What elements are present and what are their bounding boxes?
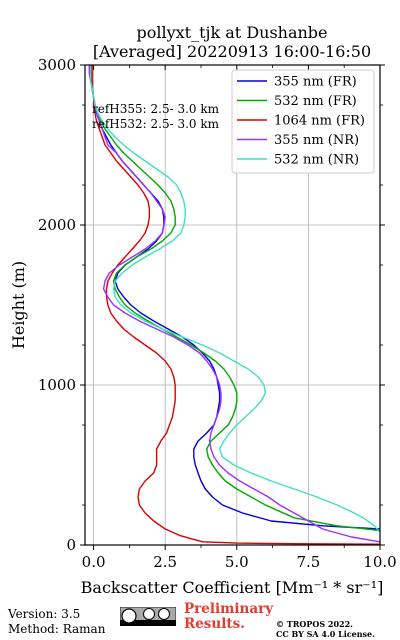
- preliminary-line1: Preliminary: [184, 601, 274, 617]
- x-tick-label: 7.5: [296, 553, 320, 571]
- by-icon: [143, 608, 155, 620]
- preliminary-line2: Results.: [184, 616, 245, 632]
- legend-label-2: 1064 nm (FR): [274, 114, 365, 129]
- y-tick-label: 2000: [38, 216, 76, 234]
- cc-license-badge: [120, 607, 176, 626]
- y-tick-label: 0: [66, 536, 76, 554]
- sa-icon: [158, 608, 170, 620]
- legend-box: [231, 69, 375, 174]
- series-line-3: [88, 65, 381, 543]
- series-line-1: [90, 65, 381, 532]
- legend-label-3: 355 nm (NR): [274, 133, 359, 148]
- chart-title-line2: [Averaged] 20220913 16:00-16:50: [93, 42, 371, 61]
- x-tick-label: 5.0: [225, 553, 249, 571]
- x-tick-label: 10.0: [363, 553, 396, 571]
- preliminary-results-label: Preliminary Results.: [184, 602, 273, 632]
- plot-frame: [84, 64, 381, 546]
- version-text: Version: 3.5: [8, 607, 81, 621]
- x-tick-label: 2.5: [153, 553, 177, 571]
- series-line-0: [90, 65, 381, 530]
- legend-label-0: 355 nm (FR): [274, 75, 357, 90]
- copyright-line1: © TROPOS 2022.: [276, 619, 353, 629]
- axis-ticks: 0.0 2.5 5.0 7.5 10.0 0 1000 2000 3000: [38, 56, 397, 571]
- chart-legend: 355 nm (FR) 532 nm (FR) 1064 nm (FR) 355 nm…: [231, 69, 375, 174]
- legend-label-1: 532 nm (FR): [274, 94, 357, 109]
- series-lines: [88, 65, 381, 545]
- copyright-line2: CC BY SA 4.0 License.: [276, 629, 375, 639]
- chart-title-line1: pollyxt_tjk at Dushanbe: [136, 23, 327, 42]
- lidar-profile-chart: pollyxt_tjk at Dushanbe [Averaged] 20220…: [9, 23, 397, 597]
- series-line-2: [91, 65, 381, 545]
- legend-label-4: 532 nm (NR): [274, 153, 359, 168]
- cc-badge-dark-strip: [120, 620, 176, 626]
- y-axis-label: Height (m): [9, 261, 28, 349]
- method-text: Method: Raman: [8, 622, 106, 636]
- x-tick-label: 0.0: [82, 553, 106, 571]
- annotation-refh532: refH532: 2.5- 3.0 km: [92, 117, 220, 131]
- x-axis-label: Backscatter Coefficient [Mm⁻¹ * sr⁻¹]: [81, 578, 384, 597]
- y-tick-label: 3000: [38, 56, 76, 74]
- cc-icon: [121, 608, 137, 624]
- annotation-refh355: refH355: 2.5- 3.0 km: [92, 102, 220, 116]
- y-tick-label: 1000: [38, 376, 76, 394]
- series-line-4: [90, 65, 381, 533]
